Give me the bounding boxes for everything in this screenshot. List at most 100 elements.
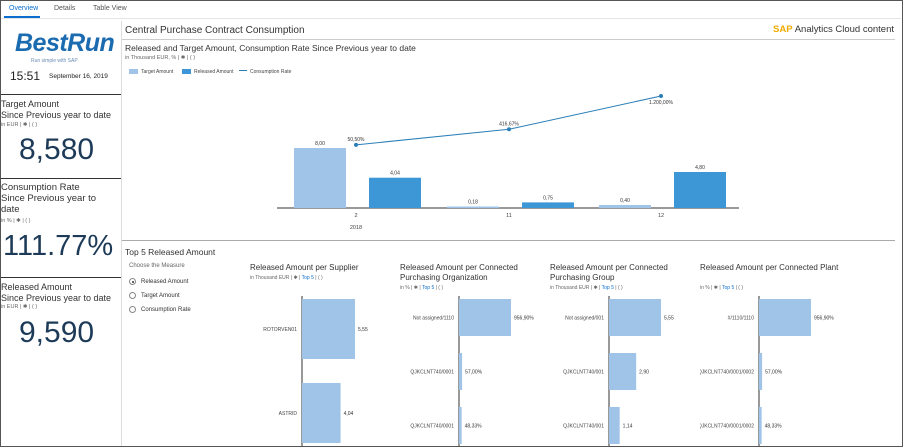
logo-tagline: Run simple with SAP	[31, 58, 78, 64]
bar	[609, 407, 620, 444]
kpi-divider	[1, 277, 121, 278]
page-title: Central Purchase Contract Consumption	[125, 25, 305, 36]
line-label: 50,50%	[348, 137, 366, 143]
bar-released-amount	[369, 177, 421, 208]
bar-label: 4,04	[344, 411, 354, 417]
top5-link[interactable]: Top 5	[422, 285, 435, 291]
kpi-title-line: Target Amount	[1, 99, 60, 109]
bar-label: 5,55	[358, 327, 368, 333]
chart-title: Released and Target Amount, Consumption …	[125, 43, 416, 53]
radio-target-amount[interactable]: Target Amount	[129, 292, 180, 299]
x-group-label: 2018	[350, 225, 362, 231]
bar-label: 5,55	[664, 316, 674, 322]
category-label: ROTORVEN01	[263, 327, 297, 333]
kpi-unit: in EUR | ✱ | ( )	[1, 304, 38, 310]
line-point	[507, 127, 511, 132]
section-divider	[122, 240, 895, 241]
sap-analytics-cloud-label: SAP Analytics Cloud content	[773, 24, 894, 35]
bar	[459, 407, 462, 444]
kpi-title-line: Since Previous year to	[1, 193, 97, 204]
kpi-title-line: Since Previous year to date	[1, 110, 112, 120]
kpi-title-line: Consumption Rate	[1, 182, 80, 193]
chart-subtitle: in Thousand EUR | ✱ | Top 5 | ( )	[250, 275, 323, 281]
category-label: QJKCLNT740/0001	[410, 424, 454, 430]
kpi-unit: in EUR | ✱ | ( )	[1, 122, 38, 128]
clock-time: 15:51	[10, 69, 41, 83]
bar-chart: Not assigned/001 5,55 QJKCLNT740/001 2,90 QJ…	[563, 296, 674, 446]
legend-label: Consumption Rate	[250, 69, 292, 75]
radio-released-amount[interactable]: Released Amount	[129, 278, 188, 285]
bar-released-amount	[522, 202, 574, 208]
bar-label: 956,90%	[514, 316, 534, 322]
category-label: QJKCLNT740/0001/0002	[700, 424, 754, 430]
combo-chart: 8,00 4,04 2 0,18 0,75 11 0,40 4,80 12 2018 50,50% 4…	[277, 94, 739, 231]
top5-link[interactable]: Top 5	[601, 285, 614, 291]
measure-label: Choose the Measure	[129, 263, 185, 269]
kpi-unit: in % | ✱ | ( )	[1, 218, 31, 224]
bar-label: 956,90%	[814, 316, 834, 322]
radio-consumption-rate[interactable]: Consumption Rate	[129, 306, 191, 313]
x-tick-label: 2	[354, 213, 357, 219]
legend-swatch	[182, 69, 191, 75]
supplier-chart: Released Amount per Supplier in Thousand …	[250, 263, 400, 446]
legend-item-released[interactable]: Released Amount	[182, 69, 233, 75]
radio-button[interactable]	[129, 292, 136, 299]
category-label: Not assigned/1110	[413, 316, 454, 322]
chart-subtitle: in Thousand EUR, % | ✱ | ( )	[125, 55, 196, 61]
bar	[302, 299, 355, 359]
legend-item-target[interactable]: Target Amount	[129, 69, 173, 75]
top5-link[interactable]: Top 5	[722, 285, 735, 291]
tab-details[interactable]: Details	[54, 5, 76, 12]
clock-date: September 16, 2019	[49, 73, 108, 80]
kpi-title: Target Amount Since Previous year to dat…	[1, 99, 111, 121]
plant-chart: Released Amount per Connected Plant in % …	[700, 263, 850, 446]
purchasing-org-chart: Released Amount per Connected Purchasing…	[400, 263, 550, 446]
legend-item-rate[interactable]: Consumption Rate	[239, 69, 291, 75]
bar	[459, 353, 463, 390]
subtitle-suffix: | ( )	[313, 275, 323, 281]
chart-title: Released Amount per Supplier	[250, 263, 359, 272]
bestrun-logo: BestRun Run simple with SAP	[15, 29, 125, 69]
bar-label: 57,00%	[765, 370, 783, 376]
tab-overview[interactable]: Overview	[9, 5, 39, 12]
bar-label: 0,18	[468, 200, 478, 206]
bar-label: 48,33%	[465, 424, 483, 430]
legend-swatch	[239, 70, 247, 72]
radio-label: Released Amount	[141, 279, 189, 286]
bar-target-amount	[294, 148, 346, 208]
kpi-divider	[1, 178, 121, 179]
bar	[609, 299, 661, 336]
legend-label: Released Amount	[194, 69, 234, 75]
bar-label: 8,00	[315, 141, 325, 147]
subtitle-prefix: in % | ✱ |	[400, 285, 421, 291]
panel-divider	[121, 21, 122, 446]
chart-title: Released Amount per Connected Purchasing…	[550, 263, 668, 282]
kpi-divider	[1, 94, 121, 95]
purchasing-group-chart: Released Amount per Connected Purchasing…	[550, 263, 700, 446]
bar-label: 4,04	[390, 171, 400, 177]
bar-label: 0,75	[543, 195, 553, 201]
bar-chart: ROTORVEN01 5,55 ASTRID 4,04	[263, 296, 368, 446]
chart-subtitle: in % | ✱ | Top 5 | ( )	[400, 285, 443, 291]
line-point	[354, 142, 358, 147]
top5-link[interactable]: Top 5	[301, 275, 314, 281]
tab-table-view[interactable]: Table View	[93, 5, 127, 12]
bar-label: 48,33%	[765, 424, 783, 430]
bar	[609, 353, 637, 390]
subtitle-prefix: in % | ✱ |	[700, 285, 721, 291]
radio-button-selected[interactable]	[129, 278, 136, 285]
radio-label: Consumption Rate	[141, 307, 191, 314]
radio-label: Target Amount	[141, 293, 180, 300]
chart-title: Released Amount per Connected Plant	[700, 263, 839, 272]
bar-label: 2,90	[639, 370, 649, 376]
bar-label: 57,00%	[465, 370, 483, 376]
x-tick-label: 11	[506, 213, 512, 219]
category-label: ASTRID	[279, 411, 298, 417]
radio-button[interactable]	[129, 306, 136, 313]
chart-subtitle: in Thousand EUR | ✱ | Top 5 | ( )	[550, 285, 623, 291]
logo-text: BestRun	[15, 29, 115, 57]
kpi-title-line: Since Previous year to date	[1, 293, 112, 303]
legend-swatch	[129, 69, 138, 75]
subtitle-prefix: in Thousand EUR | ✱ |	[250, 275, 301, 281]
